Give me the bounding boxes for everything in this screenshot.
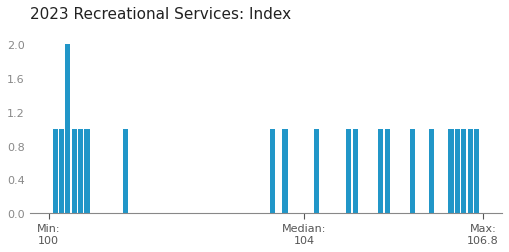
Bar bbox=[461, 129, 466, 213]
Bar bbox=[468, 129, 473, 213]
Bar bbox=[385, 129, 390, 213]
Bar bbox=[455, 129, 460, 213]
Bar bbox=[72, 129, 77, 213]
Bar bbox=[123, 129, 128, 213]
Bar bbox=[474, 129, 479, 213]
Bar bbox=[84, 129, 90, 213]
Bar bbox=[378, 129, 383, 213]
Bar bbox=[52, 129, 58, 213]
Bar bbox=[270, 129, 275, 213]
Bar bbox=[410, 129, 415, 213]
Bar bbox=[315, 129, 320, 213]
Text: 2023 Recreational Services: Index: 2023 Recreational Services: Index bbox=[30, 7, 291, 22]
Bar bbox=[59, 129, 64, 213]
Bar bbox=[78, 129, 83, 213]
Bar bbox=[448, 129, 454, 213]
Bar bbox=[429, 129, 434, 213]
Bar bbox=[346, 129, 351, 213]
Bar bbox=[282, 129, 288, 213]
Bar bbox=[65, 45, 70, 213]
Bar bbox=[353, 129, 358, 213]
